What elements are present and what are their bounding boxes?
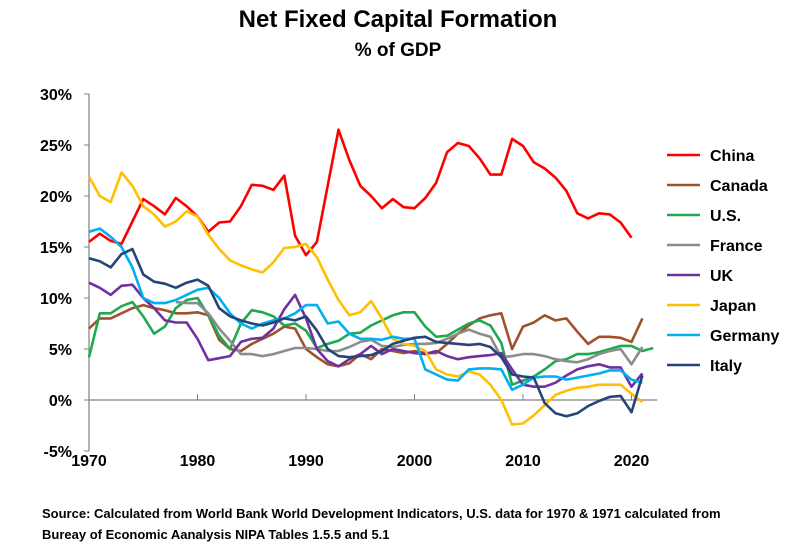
legend-label: U.S.: [710, 208, 741, 225]
series-line-us: [87, 296, 654, 387]
y-tick-label: 0%: [49, 393, 72, 410]
legend-label: Italy: [710, 358, 742, 375]
y-tick-label: 15%: [40, 240, 72, 257]
x-tick-label: 2020: [614, 453, 650, 470]
line-chart: -5% 0% 5% 10% 15% 20% 25% 30% 1970 1980 1990 2000 20…: [40, 87, 780, 470]
y-tick-label: 20%: [40, 189, 72, 206]
x-tick-label: 1980: [180, 453, 216, 470]
series-line-japan: [87, 171, 644, 426]
chart-subtitle: % of GDP: [354, 40, 442, 61]
source-note-line2: Bureay of Economic Aanalysis NIPA Tables…: [42, 527, 390, 542]
y-tick-label: 5%: [49, 342, 72, 359]
series-line-germany: [88, 227, 643, 392]
y-tick-label: -5%: [44, 444, 72, 461]
x-tick-label: 1990: [288, 453, 324, 470]
x-tick-label: 1970: [71, 453, 107, 470]
y-tick-label: 30%: [40, 87, 72, 104]
source-note-line1: Source: Calculated from World Bank World…: [42, 506, 721, 521]
chart-title: Net Fixed Capital Formation: [238, 6, 558, 33]
series-line-china: [88, 128, 633, 257]
y-tick-label: 25%: [40, 138, 72, 155]
y-tick-label: 10%: [40, 291, 72, 308]
series-line-uk: [88, 281, 644, 389]
series-line-italy: [88, 247, 644, 418]
legend-label: Canada: [710, 178, 768, 195]
legend-label: France: [710, 238, 763, 255]
x-tick-label: 2000: [397, 453, 433, 470]
legend-label: China: [710, 148, 755, 165]
legend-label: Japan: [710, 298, 756, 315]
legend-label: Germany: [710, 328, 779, 345]
x-tick-label: 2010: [505, 453, 541, 470]
legend-label: UK: [710, 268, 734, 285]
